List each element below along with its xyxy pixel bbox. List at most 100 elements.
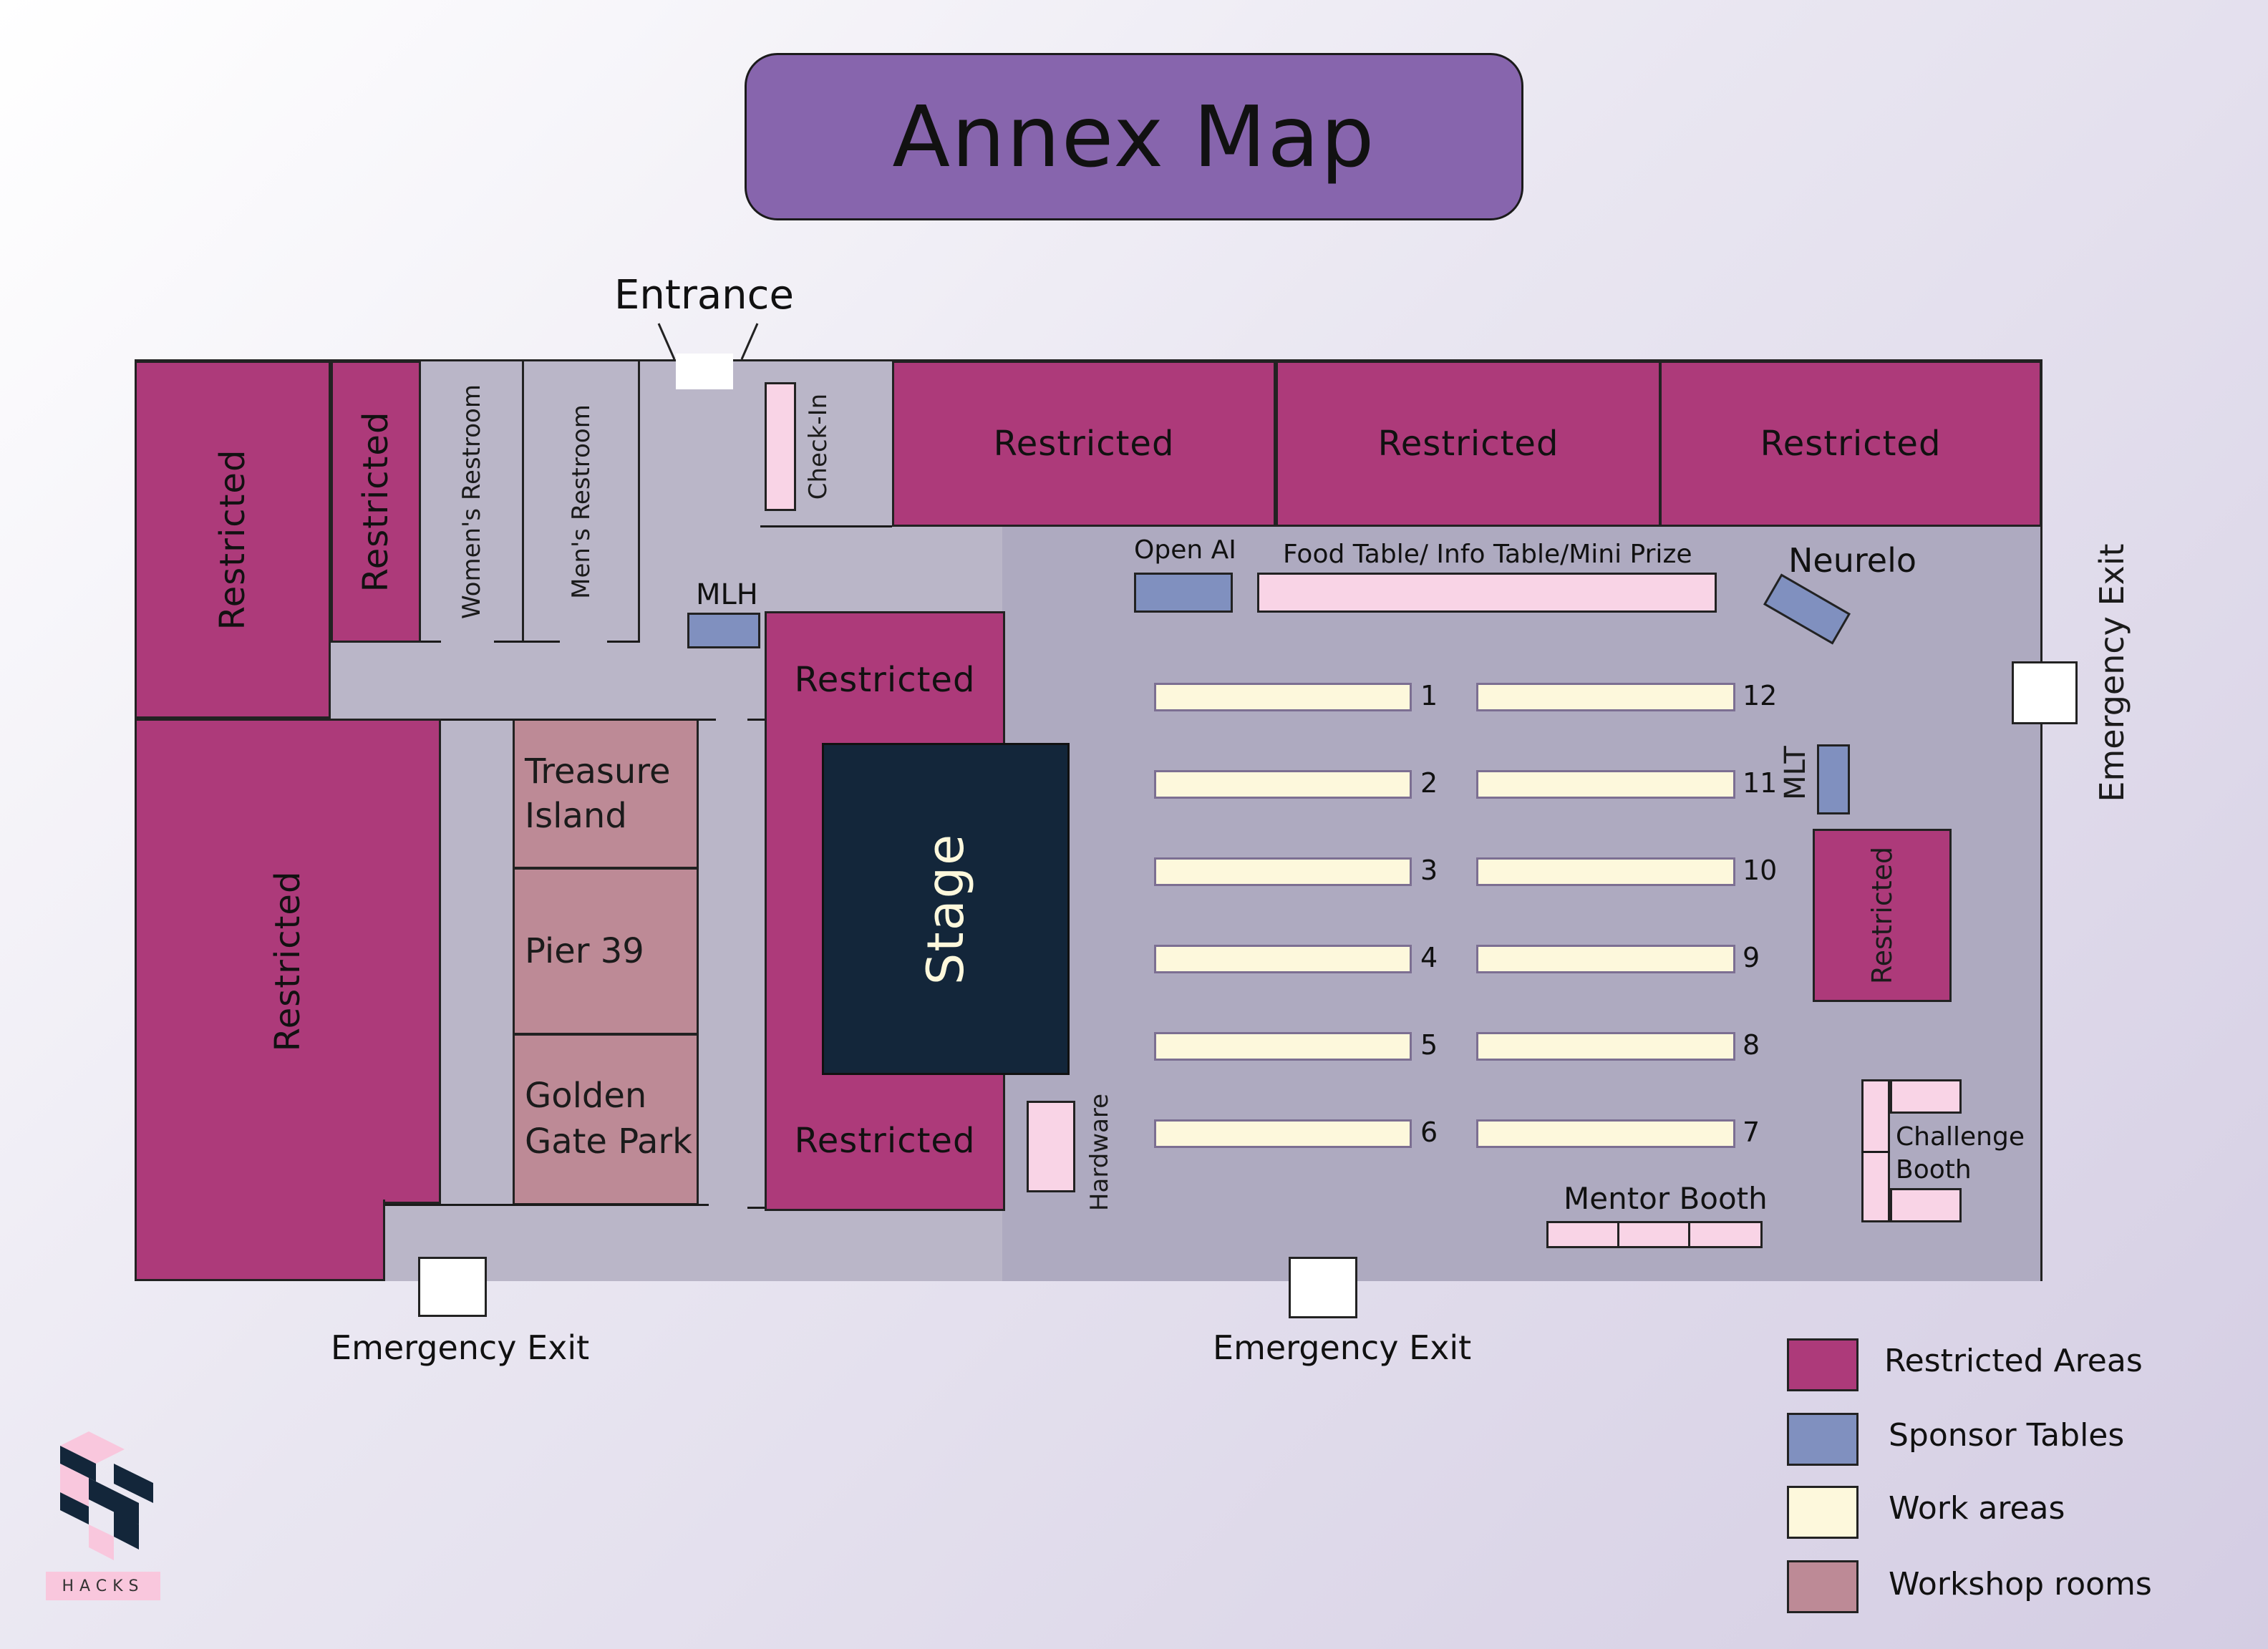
legend-label: Workshop rooms	[1889, 1566, 2152, 1602]
work-tables-right: 12 11 10 9 8 7	[1476, 680, 1778, 1155]
work-table	[1154, 770, 1412, 799]
table-number: 12	[1743, 680, 1778, 711]
map-title-box: Annex Map	[745, 53, 1523, 220]
mentor-booth-table	[1617, 1221, 1690, 1248]
mlt-label-wrap: MLT	[1774, 744, 1817, 802]
sponsor-table-mlh	[687, 613, 760, 648]
table-number: 3	[1420, 855, 1438, 886]
room-label-line2: Island	[525, 796, 627, 836]
stage-label: Stage	[916, 832, 975, 986]
restricted-label: Restricted	[794, 660, 976, 700]
legend-label: Restricted Areas	[1884, 1343, 2143, 1379]
sponsor-table-open-ai	[1134, 573, 1233, 613]
table-number: 9	[1743, 942, 1760, 973]
food-table-label: Food Table/ Info Table/Mini Prize	[1283, 540, 1692, 569]
check-in-label-wrap: Check-In	[800, 382, 836, 511]
restricted-label: Restricted	[1377, 424, 1559, 464]
work-table	[1476, 770, 1735, 799]
work-tables-left: 1 2 3 4 5 6	[1154, 680, 1455, 1155]
restricted-area-left-bottom-foot	[135, 1200, 385, 1281]
legend-swatch-workshop	[1787, 1560, 1858, 1613]
logo-text: HACKS	[46, 1572, 160, 1600]
work-table	[1154, 945, 1412, 973]
womens-restroom-label: Women's Restroom	[457, 384, 486, 619]
legend-swatch-work	[1787, 1486, 1858, 1539]
restricted-label: Restricted	[268, 870, 308, 1052]
sf-logo-mark-icon	[60, 1431, 153, 1560]
mentor-booth-table	[1546, 1221, 1619, 1248]
restricted-fill	[137, 1197, 383, 1202]
restricted-area-top-2: Restricted	[1276, 361, 1661, 527]
entrance-pointer-icon	[657, 323, 759, 360]
work-table	[1476, 683, 1735, 711]
room-label-line1: Treasure	[525, 751, 671, 792]
sponsor-table-mlt	[1817, 744, 1850, 814]
wall	[747, 1207, 765, 1209]
work-table	[1154, 857, 1412, 886]
wall	[607, 641, 640, 643]
legend-swatch-sponsor	[1787, 1413, 1858, 1466]
wall	[421, 641, 441, 643]
table-number: 7	[1743, 1117, 1760, 1148]
floor-top-wall	[135, 359, 2042, 361]
table-number: 8	[1743, 1029, 1760, 1061]
check-in-table	[765, 382, 796, 511]
restricted-area-left-bottom: Restricted	[135, 719, 441, 1204]
open-ai-label: Open AI	[1134, 535, 1236, 565]
mens-restroom-label: Men's Restroom	[566, 404, 596, 599]
restricted-area-top-3: Restricted	[1659, 361, 2042, 527]
emergency-exit-bottom-left	[418, 1257, 487, 1317]
work-table	[1154, 1119, 1412, 1148]
wall	[441, 719, 716, 721]
work-table	[1154, 683, 1412, 711]
work-table	[1476, 1119, 1735, 1148]
neurelo-label: Neurelo	[1788, 541, 1916, 580]
legend-swatch-restricted	[1787, 1338, 1858, 1391]
restricted-area-right: Restricted	[1813, 829, 1952, 1002]
restricted-label: Restricted	[794, 1121, 976, 1161]
emergency-exit-right	[2012, 661, 2078, 724]
map-title: Annex Map	[892, 87, 1376, 186]
hardware-table	[1027, 1101, 1075, 1192]
table-number: 10	[1743, 855, 1778, 886]
work-table	[1476, 1032, 1735, 1061]
mlt-label: MLT	[1779, 746, 1812, 800]
wall	[1861, 1151, 1890, 1153]
emergency-exit-label: Emergency Exit	[331, 1328, 590, 1367]
restricted-area-small: Restricted	[331, 361, 421, 643]
workshop-room-treasure-island: Treasure Island	[513, 719, 699, 869]
emergency-exit-right-label-wrap: Emergency Exit	[2090, 543, 2133, 802]
table-number: 4	[1420, 942, 1438, 973]
wall	[494, 641, 560, 643]
sf-hacks-logo: HACKS	[46, 1424, 168, 1603]
wall	[747, 719, 765, 721]
entrance-door	[676, 354, 733, 389]
work-table	[1476, 857, 1735, 886]
entrance-label: Entrance	[614, 272, 794, 318]
restricted-area-top-1: Restricted	[892, 361, 1276, 527]
food-info-prize-table	[1257, 573, 1717, 613]
table-number: 1	[1420, 680, 1438, 711]
challenge-booth-label: Challenge Booth	[1896, 1121, 2025, 1187]
floor-outline	[135, 359, 2042, 1281]
restricted-area-left-top: Restricted	[135, 361, 331, 719]
challenge-booth-label-line2: Booth	[1896, 1155, 1972, 1185]
legend-label: Sponsor Tables	[1889, 1417, 2125, 1454]
restricted-label: Restricted	[356, 411, 396, 593]
emergency-exit-label: Emergency Exit	[1213, 1328, 1472, 1367]
wall	[385, 1204, 709, 1206]
restricted-label-wrap: Restricted	[765, 644, 1005, 716]
map-legend: Restricted Areas Sponsor Tables Work are…	[1787, 1338, 2245, 1625]
mens-restroom: Men's Restroom	[524, 361, 640, 643]
mentor-booth-label: Mentor Booth	[1564, 1181, 1768, 1216]
mentor-booth-table	[1688, 1221, 1763, 1248]
restricted-label: Restricted	[1760, 424, 1942, 464]
emergency-exit-label: Emergency Exit	[2093, 543, 2131, 802]
table-number: 11	[1743, 767, 1778, 799]
legend-label: Work areas	[1889, 1490, 2065, 1527]
emergency-exit-bottom-center	[1289, 1257, 1357, 1318]
room-label-line2: Gate Park	[525, 1122, 692, 1162]
restricted-label: Restricted	[993, 424, 1175, 464]
work-table	[1476, 945, 1735, 973]
table-number: 5	[1420, 1029, 1438, 1061]
